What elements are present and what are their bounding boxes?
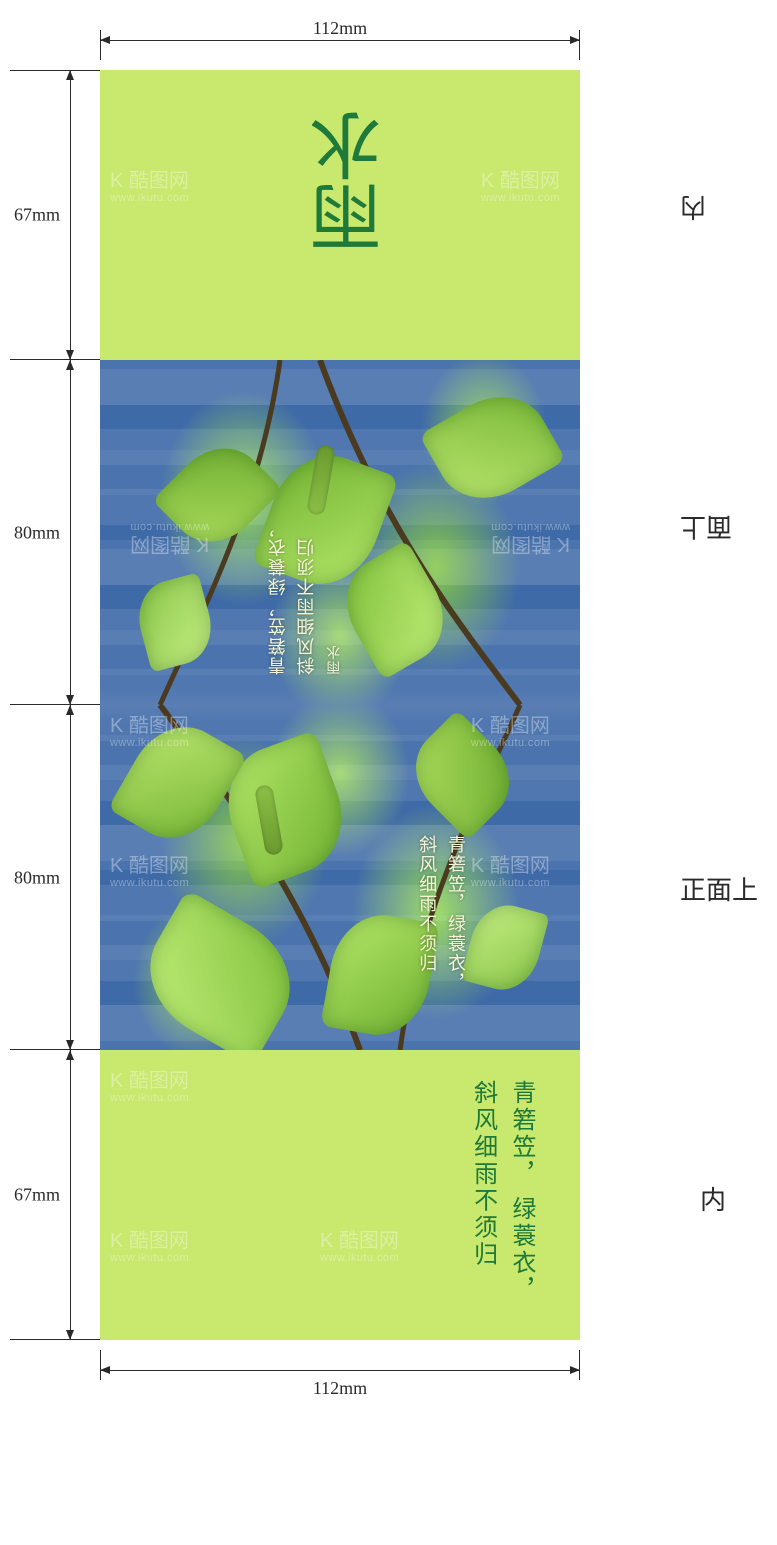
poem-line: 绿蓑衣，: [502, 1196, 540, 1304]
leaf: [419, 378, 566, 518]
dimension-label: 112mm: [313, 18, 367, 39]
side-label-panel1: 内: [680, 190, 706, 227]
watermark-main: K 酷图网: [110, 1070, 189, 1092]
poem-signature: 雨水: [327, 643, 342, 675]
leaf: [108, 709, 248, 856]
side-label-panel3: 正面上: [680, 870, 758, 907]
watermark: K 酷图网 www.ikutu.com: [481, 170, 560, 204]
watermark-main: K 酷图网: [471, 715, 550, 737]
panel-back-top: 青箬笠，绿蓑衣， 斜风细雨不须归 雨水 K 酷图网 www.ikutu.com …: [100, 360, 580, 705]
poem-line: 斜风细雨不须归: [463, 1080, 501, 1268]
panel-inner-top: 雨水 K 酷图网 www.ikutu.com K 酷图网 www.ikutu.c…: [100, 70, 580, 360]
watermark-sub: www.ikutu.com: [110, 192, 189, 204]
watermark-main: K 酷图网: [110, 855, 189, 877]
watermark-sub: www.ikutu.com: [471, 877, 550, 889]
watermark-sub: www.ikutu.com: [491, 521, 570, 533]
dimension-label: 67mm: [14, 205, 60, 226]
watermark-sub: www.ikutu.com: [481, 192, 560, 204]
watermark-main: K 酷图网: [110, 170, 189, 192]
poem-line: 斜风细雨不须归: [417, 835, 437, 974]
poem-line: 青箬笠，绿蓑衣，: [268, 517, 288, 675]
watermark-main: K 酷图网: [481, 170, 560, 192]
watermark-main: K 酷图网: [110, 1230, 189, 1252]
watermark: K 酷图网 www.ikutu.com: [110, 1230, 189, 1264]
poem-on-photo: 青箬笠，绿蓑衣， 斜风细雨不须归 雨水: [264, 517, 350, 675]
watermark-main: K 酷图网: [471, 855, 550, 877]
poem-line: 斜风细雨不须归: [296, 536, 316, 675]
watermark: K 酷图网 www.ikutu.com: [110, 1070, 189, 1104]
watermark-sub: www.ikutu.com: [110, 877, 189, 889]
watermark-main: K 酷图网: [491, 533, 570, 555]
poem-line: 青箬笠，: [502, 1080, 540, 1188]
poem-on-photo: 青箬笠，绿蓑衣， 斜风细雨不须归: [412, 835, 470, 993]
leaf: [127, 889, 313, 1050]
watermark: K 酷图网 www.ikutu.com: [471, 855, 550, 889]
poem-text: 青箬笠， 绿蓑衣， 斜风细雨不须归: [463, 1080, 540, 1340]
poem-line: 青箬笠，绿蓑衣，: [446, 835, 466, 993]
dimension-label: 67mm: [14, 1185, 60, 1206]
leaf: [397, 710, 528, 841]
title-text: 雨水: [300, 110, 405, 254]
panel-front-top: 青箬笠，绿蓑衣， 斜风细雨不须归 K 酷图网 www.ikutu.com K 酷…: [100, 705, 580, 1050]
panel-inner-bottom: 青箬笠， 绿蓑衣， 斜风细雨不须归 K 酷图网 www.ikutu.com K …: [100, 1050, 580, 1340]
leaf: [130, 572, 220, 672]
side-label-panel2: 面上: [680, 510, 732, 547]
watermark-sub: www.ikutu.com: [320, 1252, 399, 1264]
leaf: [460, 897, 550, 997]
side-label-panel4: 内: [700, 1180, 726, 1217]
watermark-sub: www.ikutu.com: [110, 1252, 189, 1264]
watermark-main: K 酷图网: [320, 1230, 399, 1252]
watermark: K 酷图网 www.ikutu.com: [320, 1230, 399, 1264]
dimension-label: 80mm: [14, 522, 60, 543]
dieline-canvas: 雨水 K 酷图网 www.ikutu.com K 酷图网 www.ikutu.c…: [100, 70, 580, 1340]
watermark: K 酷图网 www.ikutu.com: [491, 521, 570, 555]
dimension-label: 80mm: [14, 867, 60, 888]
watermark: K 酷图网 www.ikutu.com: [110, 855, 189, 889]
dimension-label: 112mm: [313, 1378, 367, 1399]
watermark-sub: www.ikutu.com: [110, 1092, 189, 1104]
watermark: K 酷图网 www.ikutu.com: [110, 170, 189, 204]
